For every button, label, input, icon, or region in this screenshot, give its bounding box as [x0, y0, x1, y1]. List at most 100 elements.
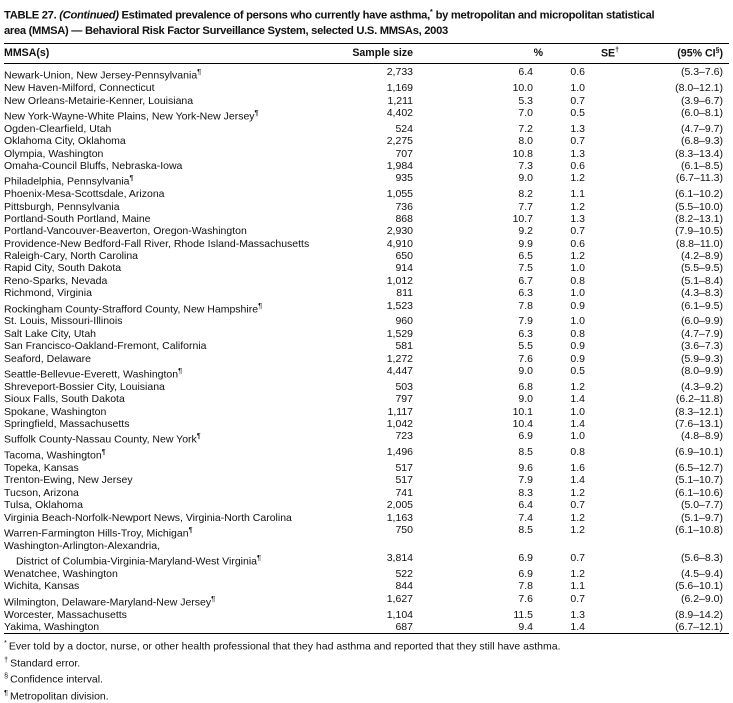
percent-cell: 10.0: [512, 82, 533, 95]
ci-cell: (6.1–10.6): [675, 486, 723, 499]
ci-cell: (6.0–8.1): [680, 106, 723, 119]
sample-size-cell: 2,275: [386, 135, 413, 148]
se-cell: 0.7: [570, 225, 585, 238]
percent-cell: 5.3: [518, 94, 533, 107]
sample-size-cell: 707: [395, 147, 413, 160]
metro-division-marker: ¶: [129, 173, 134, 183]
table-row: Olympia, Washington 707 10.8 1.3 (8.3–13.4): [4, 148, 729, 160]
ci-cell: (8.3–13.4): [675, 147, 723, 160]
table-row: San Francisco-Oakland-Fremont, Californi…: [4, 340, 729, 352]
mmsa-cell: Tulsa, Oklahoma: [4, 499, 83, 512]
se-cell: 1.0: [570, 287, 585, 300]
se-cell: 0.9: [570, 299, 585, 312]
metro-division-marker: ¶: [196, 431, 201, 441]
se-cell: 1.1: [570, 188, 585, 201]
table-row: St. Louis, Missouri-Illinois 960 7.9 1.0 (6.…: [4, 315, 729, 327]
ci-cell: (5.5–9.5): [680, 262, 723, 275]
percent-cell: 6.9: [518, 430, 533, 443]
percent-cell: 8.0: [518, 135, 533, 148]
col-header-ci-label: (95% CI: [677, 47, 716, 60]
ci-cell: (7.6–13.1): [675, 417, 723, 430]
ci-cell: (5.1–9.7): [680, 511, 723, 524]
ci-cell: (6.8–9.3): [680, 135, 723, 148]
sample-size-cell: 650: [395, 250, 413, 263]
table-row: Tulsa, Oklahoma 2,005 6.4 0.7 (5.0–7.7): [4, 499, 729, 511]
sample-size-cell: 1,523: [386, 299, 413, 312]
percent-cell: 7.5: [518, 262, 533, 275]
mmsa-cell: Providence-New Bedford-Fall River, Rhode…: [4, 237, 310, 250]
sample-size-cell: 1,012: [386, 274, 413, 287]
sample-size-cell: 868: [395, 212, 413, 225]
mmsa-cell: Warren-Farmington Hills-Troy, Michigan¶: [4, 524, 193, 540]
se-cell: 0.6: [570, 66, 585, 79]
percent-cell: 9.0: [518, 364, 533, 377]
sample-size-cell: 4,910: [386, 237, 413, 250]
sample-size-cell: 517: [395, 474, 413, 487]
table-row: Rapid City, South Dakota 914 7.5 1.0 (5.5–9.…: [4, 262, 729, 274]
se-cell: 1.3: [570, 608, 585, 621]
mmsa-cell: Seaford, Delaware: [4, 352, 91, 365]
table-row: Warren-Farmington Hills-Troy, Michigan¶ 7…: [4, 524, 729, 540]
sample-size-cell: 736: [395, 200, 413, 213]
mmsa-cell: District of Columbia-Virginia-Maryland-W…: [16, 553, 262, 568]
se-cell: 1.0: [570, 315, 585, 328]
asthma-prevalence-table: MMSA(s) Sample size % SE† (95% CI§) Newa…: [4, 42, 729, 635]
ci-cell: (8.0–9.9): [680, 364, 723, 377]
se-cell: 0.7: [570, 94, 585, 107]
table-row: Reno-Sparks, Nevada 1,012 6.7 0.8 (5.1–8.4): [4, 275, 729, 287]
percent-cell: 11.5: [513, 608, 533, 621]
footnote-marker: ¶: [4, 687, 9, 697]
percent-cell: 7.2: [518, 122, 533, 135]
mmsa-cell: Portland-South Portland, Maine: [4, 212, 151, 225]
title-text: Estimated prevalence of persons who curr…: [118, 9, 431, 22]
se-cell: 0.7: [570, 499, 585, 512]
mmsa-cell: Virginia Beach-Norfolk-Newport News, Vir…: [4, 511, 292, 524]
mmsa-cell: Spokane, Washington: [4, 405, 107, 418]
mmsa-cell: Trenton-Ewing, New Jersey: [4, 474, 133, 487]
se-cell: 0.7: [570, 552, 585, 565]
se-cell: 1.0: [570, 262, 585, 275]
table-row: Wilmington, Delaware-Maryland-New Jersey…: [4, 593, 729, 609]
ci-cell: (6.0–9.9): [680, 315, 723, 328]
mmsa-cell: Salt Lake City, Utah: [4, 327, 97, 340]
se-cell: 1.0: [570, 82, 585, 95]
table-title: TABLE 27. (Continued) Estimated prevalen…: [4, 4, 729, 43]
se-cell: 0.5: [570, 364, 585, 377]
percent-cell: 6.8: [518, 380, 533, 393]
mmsa-cell: St. Louis, Missouri-Illinois: [4, 315, 123, 328]
ci-cell: (4.5–9.4): [680, 568, 723, 581]
metro-division-marker: ¶: [188, 524, 193, 534]
table-row: Wichita, Kansas 844 7.8 1.1 (5.6–10.1): [4, 580, 729, 592]
sample-size-cell: 2,733: [386, 66, 413, 79]
footnote-marker: §: [4, 671, 9, 681]
sample-size-cell: 1,042: [386, 417, 413, 430]
mmsa-cell: Sioux Falls, South Dakota: [4, 393, 125, 406]
ci-cell: (6.9–10.1): [675, 446, 723, 459]
table-row: Wenatchee, Washington 522 6.9 1.2 (4.5–9.4): [4, 568, 729, 580]
title-table-number: TABLE 27.: [4, 9, 60, 22]
sample-size-cell: 935: [395, 172, 413, 185]
ci-cell: (6.5–12.7): [675, 462, 723, 475]
mmsa-cell: Rapid City, South Dakota: [4, 262, 122, 275]
mmsa-cell: Newark-Union, New Jersey-Pennsylvania¶: [4, 67, 202, 82]
sample-size-cell: 522: [395, 568, 413, 581]
sample-size-cell: 1,055: [386, 188, 413, 201]
ci-cell: [619, 540, 729, 552]
se-cell: 0.7: [570, 592, 585, 605]
sample-size-cell: 1,117: [387, 405, 414, 418]
title-line2: area (MMSA) — Behavioral Risk Factor Sur…: [4, 24, 448, 37]
ci-cell: (3.9–6.7): [680, 94, 723, 107]
mmsa-cell: New York-Wayne-White Plains, New York-Ne…: [4, 107, 259, 123]
percent-cell: 6.5: [518, 250, 533, 263]
ci-cell: (6.2–9.0): [680, 592, 723, 605]
table-row: Sioux Falls, South Dakota 797 9.0 1.4 (6.2–1…: [4, 393, 729, 405]
percent-cell: 9.9: [518, 237, 533, 250]
percent-cell: 8.2: [518, 188, 533, 201]
se-cell: 1.4: [570, 474, 585, 487]
col-header-sample-size-label: Sample size: [352, 47, 413, 60]
table-row: Philadelphia, Pennsylvania¶ 935 9.0 1.2 (6.7…: [4, 172, 729, 188]
percent-cell: 9.0: [518, 172, 533, 185]
se-cell: 0.5: [570, 106, 585, 119]
mmsa-cell: Springfield, Massachusetts: [4, 417, 130, 430]
ci-cell: (6.1–10.2): [675, 188, 723, 201]
